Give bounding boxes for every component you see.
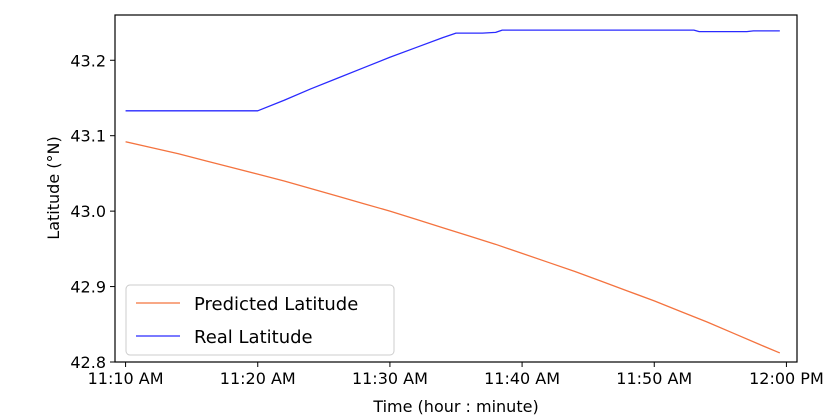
- legend-label-real-latitude: Real Latitude: [194, 327, 313, 348]
- x-axis-ticks: 11:10 AM 11:20 AM 11:30 AM 11:40 AM 11:50 AM…: [88, 362, 824, 388]
- y-axis-ticks: 42.8 42.9 43.0 43.1 43.2: [70, 51, 115, 372]
- x-tick-label: 11:30 AM: [352, 369, 428, 388]
- y-axis-label: Latitude (°N): [44, 136, 63, 239]
- x-tick-label: 11:10 AM: [88, 369, 164, 388]
- plot-layer: [125, 29, 781, 354]
- x-tick-label: 11:20 AM: [220, 369, 296, 388]
- x-tick-label: 11:40 AM: [484, 369, 560, 388]
- legend: Predicted Latitude Real Latitude: [125, 284, 395, 356]
- legend-box: [125, 284, 395, 356]
- x-tick-label: 11:50 AM: [616, 369, 692, 388]
- y-tick-label: 42.9: [70, 278, 106, 297]
- y-tick-label: 43.1: [70, 127, 106, 146]
- y-tick-label: 43.0: [70, 202, 106, 221]
- plot-frame: [114, 14, 798, 363]
- x-axis-label: Time (hour : minute): [372, 397, 538, 416]
- y-tick-label: 43.2: [70, 51, 106, 70]
- legend-label-predicted-latitude: Predicted Latitude: [194, 294, 358, 315]
- series-line-real-latitude: [125, 29, 780, 112]
- y-tick-label: 42.8: [70, 353, 106, 372]
- axes-layer: 11:10 AM 11:20 AM 11:30 AM 11:40 AM 11:50 AM…: [44, 14, 824, 416]
- x-tick-label: 12:00 PM: [749, 369, 824, 388]
- series-line-predicted-latitude: [125, 141, 781, 354]
